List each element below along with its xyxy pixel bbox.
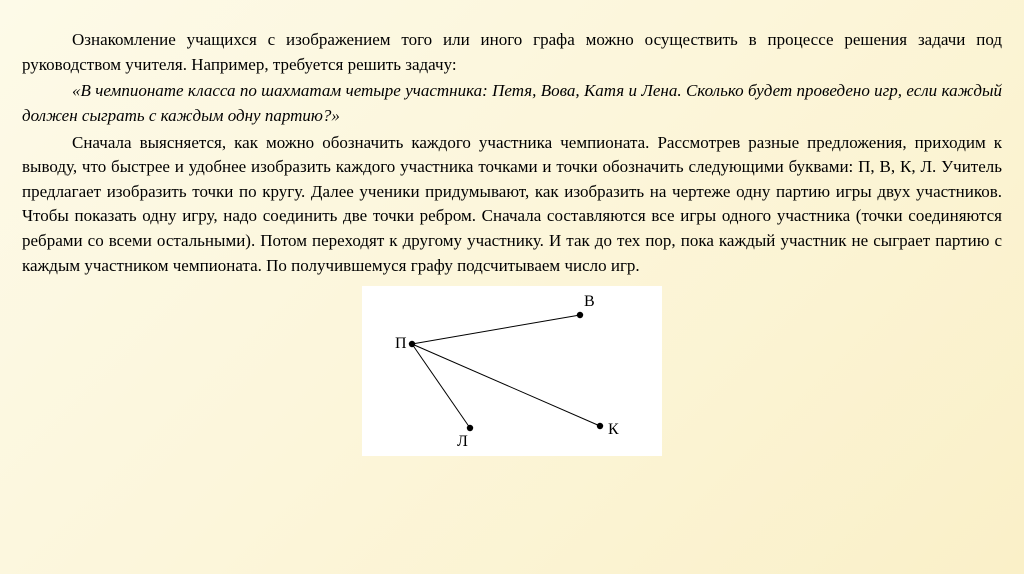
graph-node-label: П (395, 335, 407, 352)
graph-node (409, 341, 415, 347)
intro-paragraph: Ознакомление учащихся с изображением тог… (22, 28, 1002, 77)
graph-node-label: К (608, 421, 619, 438)
graph-edge (412, 315, 580, 344)
graph-diagram: П В Л К (362, 286, 662, 456)
graph-node-label: Л (457, 433, 468, 450)
graph-node (577, 312, 583, 318)
explanation-paragraph: Сначала выясняется, как можно обозначить… (22, 131, 1002, 279)
problem-statement: «В чемпионате класса по шахматам четыре … (22, 79, 1002, 128)
graph-node (467, 425, 473, 431)
graph-node (597, 423, 603, 429)
graph-node-label: В (584, 293, 595, 310)
